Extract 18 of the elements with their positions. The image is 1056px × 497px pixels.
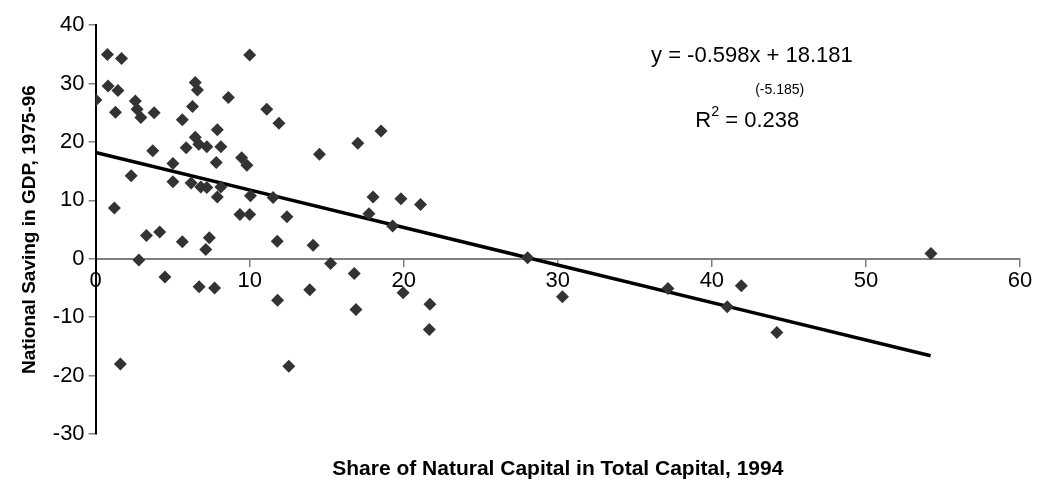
x-tick-label: 40 [699, 267, 725, 293]
y-tick-label: -30 [52, 420, 85, 446]
x-tick-label: 20 [391, 267, 416, 293]
x-tick-label: 30 [545, 267, 571, 293]
y-axis-title: National Saving in GDP, 1975-96 [17, 85, 39, 375]
y-tick-label: 20 [60, 128, 85, 154]
x-tick-label: 10 [237, 267, 262, 293]
x-tick-label: 50 [853, 267, 879, 293]
x-tick-label: 60 [1007, 267, 1033, 293]
y-tick-label: 40 [60, 11, 85, 37]
y-tick-label: -10 [52, 303, 85, 329]
y-tick-label: 30 [60, 69, 85, 95]
y-tick-label: 10 [60, 186, 85, 212]
annotation: (-5.185) [755, 81, 805, 98]
y-tick-label: -20 [52, 361, 85, 387]
y-tick-label: 0 [72, 244, 85, 270]
annotation: y = -0.598x + 18.181 [651, 41, 853, 67]
x-axis-title: Share of Natural Capital in Total Capital, 1994 [332, 455, 784, 479]
